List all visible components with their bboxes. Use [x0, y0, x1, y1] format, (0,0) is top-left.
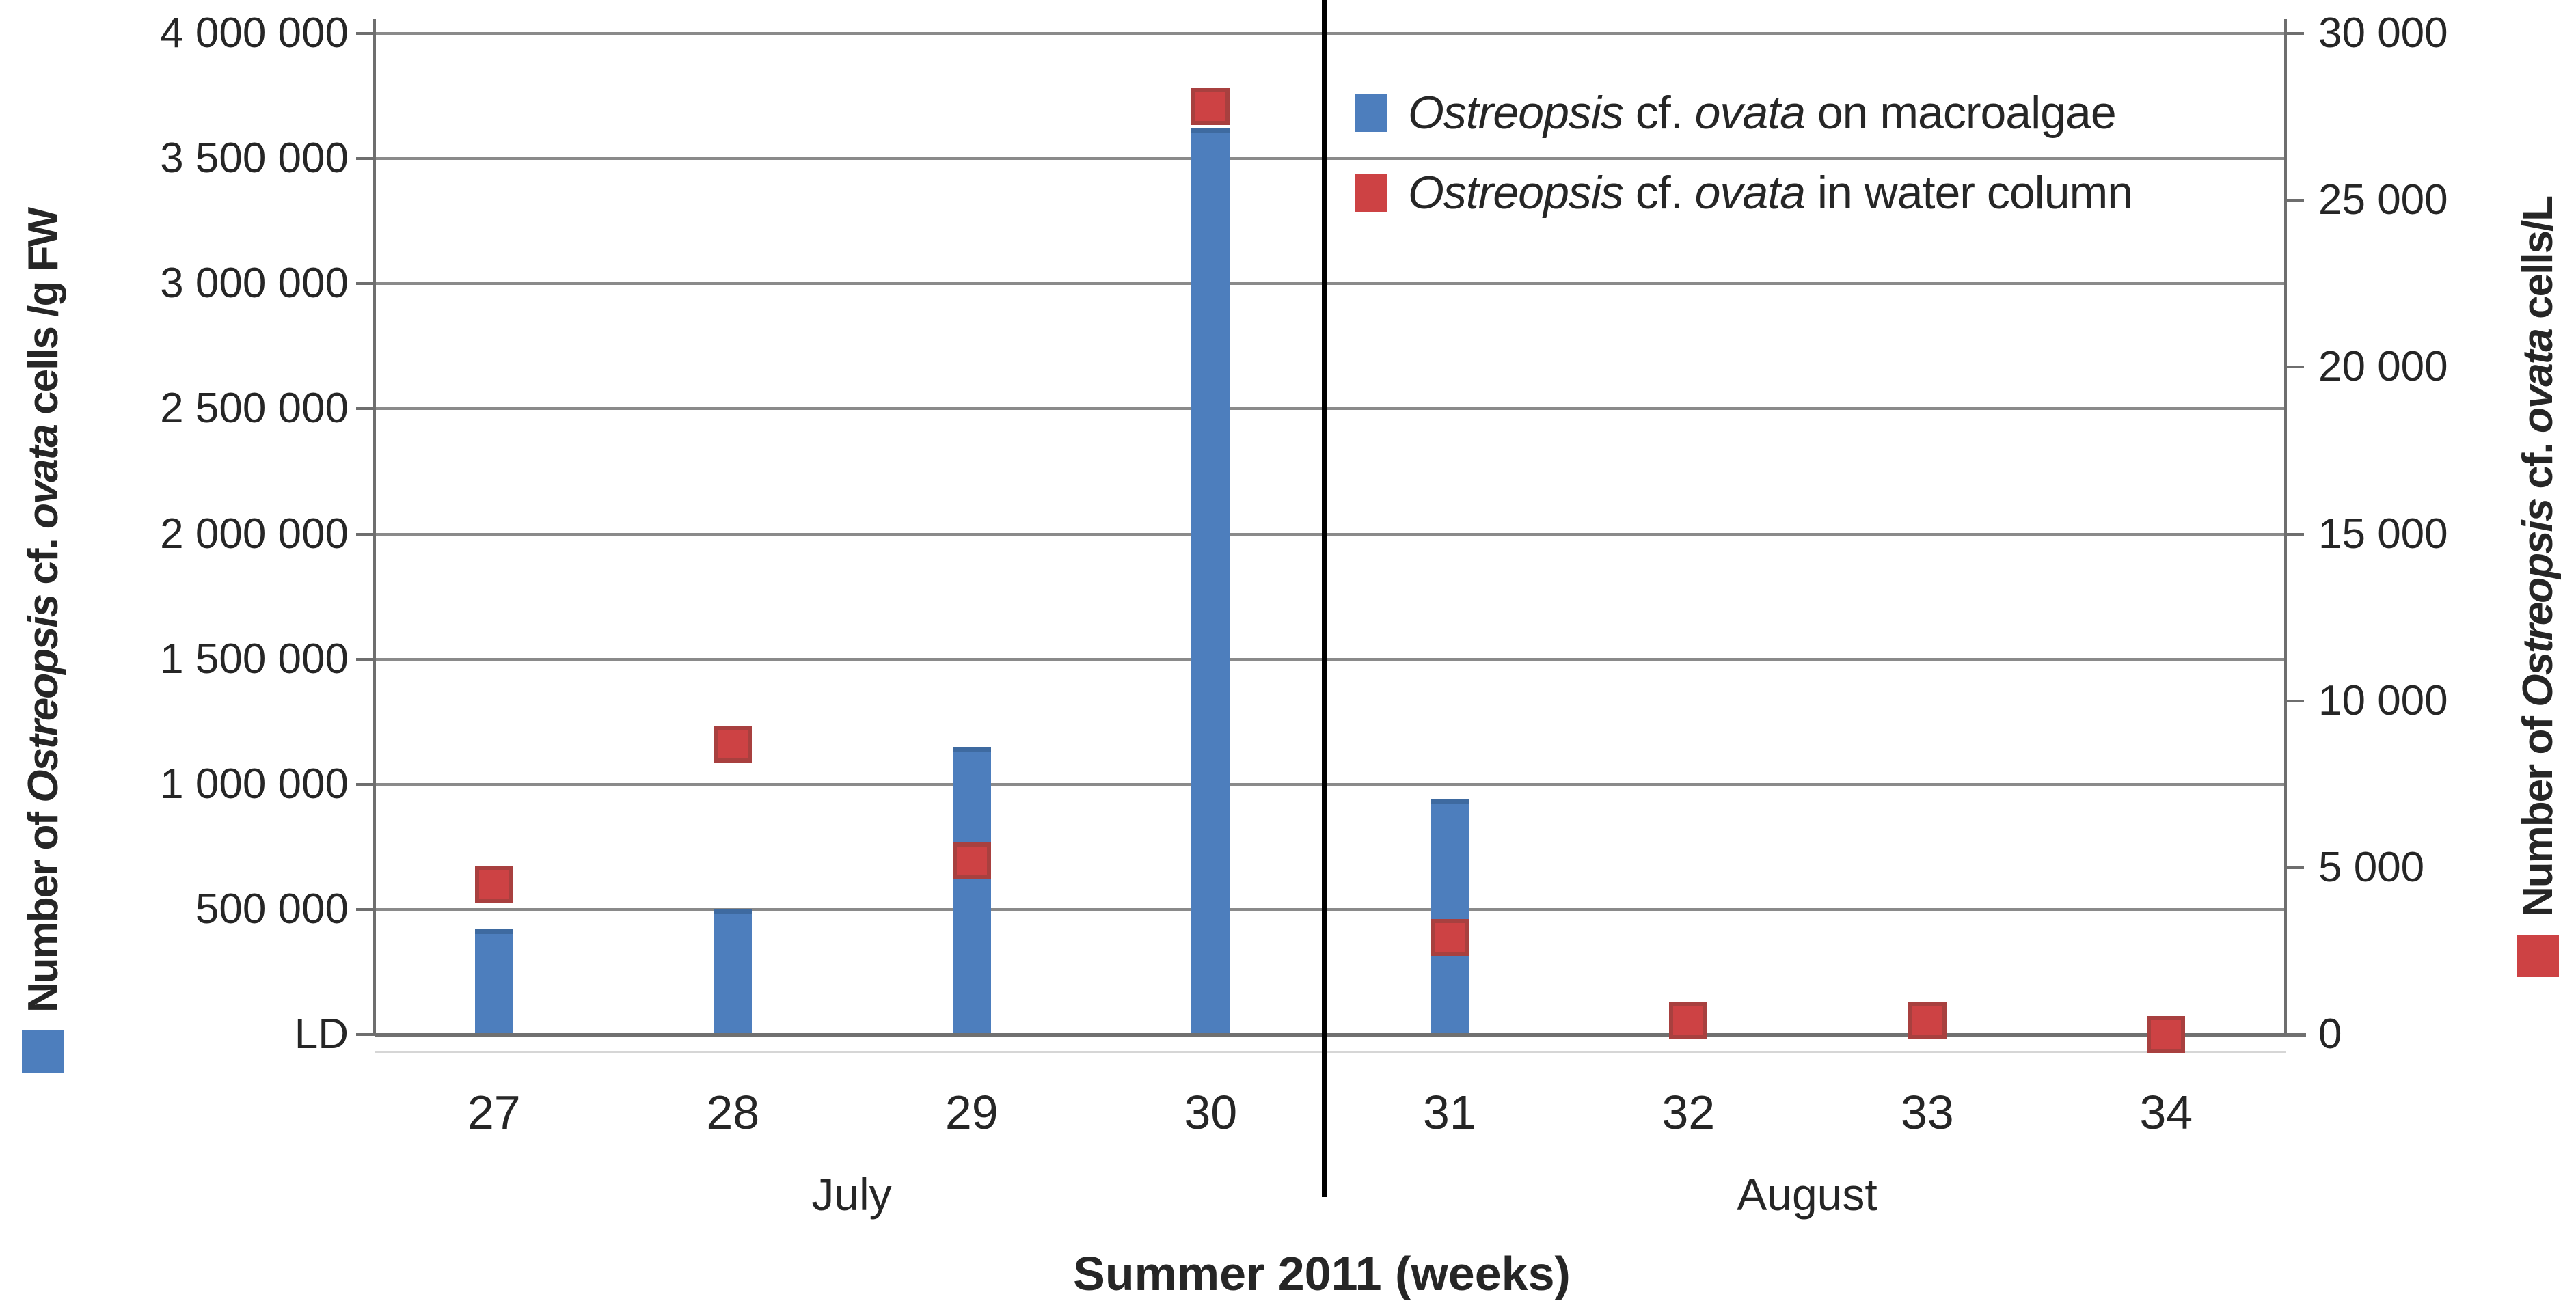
x-axis-line: [375, 1033, 2306, 1037]
title-segment: Number of: [19, 802, 67, 1013]
macroalgae-axis-swatch-icon: [22, 1030, 64, 1073]
water-column-axis-swatch-icon: [2517, 935, 2559, 977]
gridline: [375, 782, 2286, 786]
title-segment: Ostreopsis: [19, 594, 67, 803]
bar-week-30: [1191, 128, 1230, 1034]
left-axis-tick: [356, 657, 375, 661]
gridline: [375, 157, 2286, 161]
left-axis-title: Number of Ostreopsis cf. ovata cells /g …: [12, 34, 74, 1073]
month-label-july: July: [811, 1169, 892, 1220]
title-segment: ovata: [19, 425, 67, 530]
left-axis-tick-label: 2 000 000: [160, 510, 349, 558]
left-axis-tick-label: 2 500 000: [160, 385, 349, 433]
legend-item-water-column: Ostreopsis cf. ovata in water column: [1355, 169, 2133, 216]
right-axis-tick: [2286, 699, 2304, 702]
right-axis-tick-label: 10 000: [2318, 676, 2448, 724]
left-axis-title-text: Number of Ostreopsis cf. ovata cells /g …: [19, 208, 68, 1013]
sub-baseline-line: [375, 1051, 2286, 1053]
left-axis-tick: [356, 532, 375, 536]
gridline: [375, 282, 2286, 286]
right-axis-title: Number of Ostreopsis cf. ovata cells/L: [2506, 89, 2569, 977]
water-point-week-28: [714, 726, 753, 763]
water-point-week-33: [1908, 1002, 1947, 1040]
water-column-swatch-icon: [1355, 174, 1387, 212]
gridline: [375, 657, 2286, 661]
x-axis-title: Summer 2011 (weeks): [1073, 1247, 1571, 1300]
bar-week-28: [714, 909, 753, 1034]
water-point-week-30: [1191, 88, 1230, 126]
title-segment: ovata: [1694, 87, 1806, 139]
right-axis-tick: [2286, 866, 2304, 869]
left-axis-tick: [356, 32, 375, 35]
title-segment: cf.: [19, 529, 67, 595]
title-segment: on macroalgae: [1804, 87, 2117, 139]
week-tick-label: 30: [1184, 1086, 1238, 1139]
left-axis-border: [373, 19, 376, 1034]
legend-label-macroalgae: Ostreopsis cf. ovata on macroalgae: [1408, 90, 2117, 136]
water-point-week-32: [1669, 1002, 1708, 1040]
gridline: [375, 907, 2286, 911]
left-axis-tick: [356, 907, 375, 911]
left-axis-tick: [356, 1033, 375, 1036]
water-point-week-31: [1430, 919, 1469, 957]
legend-item-macroalgae: Ostreopsis cf. ovata on macroalgae: [1355, 90, 2117, 136]
right-axis-tick: [2286, 532, 2304, 536]
right-axis-border: [2284, 19, 2287, 1034]
bar-week-31: [1430, 799, 1469, 1034]
water-point-week-27: [474, 866, 513, 903]
week-tick-label: 33: [1900, 1086, 1954, 1139]
month-label-august: August: [1737, 1169, 1877, 1220]
right-axis-tick-label: 30 000: [2318, 10, 2448, 57]
water-point-week-34: [2147, 1016, 2186, 1053]
title-segment: Ostreopsis: [2514, 499, 2562, 707]
left-axis-tick-label: 1 500 000: [160, 635, 349, 683]
bar-week-27: [474, 929, 513, 1034]
right-axis-tick-label: 0: [2318, 1011, 2342, 1058]
left-axis-tick: [356, 282, 375, 286]
left-axis-tick-label: 3 500 000: [160, 135, 349, 182]
week-tick-label: 28: [706, 1086, 760, 1139]
title-segment: cf.: [1623, 87, 1695, 139]
left-axis-tick: [356, 782, 375, 786]
week-tick-label: 34: [2139, 1086, 2193, 1139]
left-axis-tick-label: 4 000 000: [160, 10, 349, 57]
title-segment: cells /g FW: [19, 208, 67, 426]
left-axis-tick-label: 1 000 000: [160, 760, 349, 808]
title-segment: cells/L: [2514, 196, 2562, 330]
title-segment: Ostreopsis: [1408, 167, 1624, 219]
right-axis-tick-label: 20 000: [2318, 343, 2448, 391]
left-axis-tick-label: LD: [294, 1011, 349, 1058]
gridline: [375, 32, 2286, 35]
week-tick-label: 32: [1662, 1086, 1716, 1139]
right-axis-tick: [2286, 32, 2304, 35]
left-axis-tick: [356, 407, 375, 411]
legend-label-water-column: Ostreopsis cf. ovata in water column: [1408, 169, 2133, 216]
right-axis-title-text: Number of Ostreopsis cf. ovata cells/L: [2514, 197, 2562, 917]
title-segment: Number of: [2514, 707, 2562, 917]
bar-week-29: [952, 746, 991, 1034]
week-tick-label: 29: [945, 1086, 999, 1139]
title-segment: ovata: [2514, 329, 2562, 434]
right-axis-tick: [2286, 366, 2304, 369]
gridline: [375, 407, 2286, 411]
title-segment: cf.: [1623, 167, 1695, 219]
gridline: [375, 532, 2286, 536]
right-axis-tick-label: 5 000: [2318, 843, 2425, 891]
title-segment: in water column: [1804, 167, 2133, 219]
left-axis-tick: [356, 157, 375, 161]
title-segment: ovata: [1694, 167, 1806, 219]
title-segment: cf.: [2514, 433, 2562, 499]
right-axis-tick-label: 15 000: [2318, 510, 2448, 558]
water-point-week-29: [952, 842, 991, 880]
right-axis-tick-label: 25 000: [2318, 176, 2448, 224]
week-tick-label: 31: [1422, 1086, 1476, 1139]
title-segment: Ostreopsis: [1408, 87, 1624, 139]
left-axis-tick-label: 500 000: [195, 885, 349, 933]
macroalgae-swatch-icon: [1355, 94, 1387, 132]
month-divider-line: [1322, 0, 1327, 1197]
left-axis-tick-label: 3 000 000: [160, 260, 349, 307]
week-tick-label: 27: [467, 1086, 521, 1139]
right-axis-tick: [2286, 199, 2304, 202]
